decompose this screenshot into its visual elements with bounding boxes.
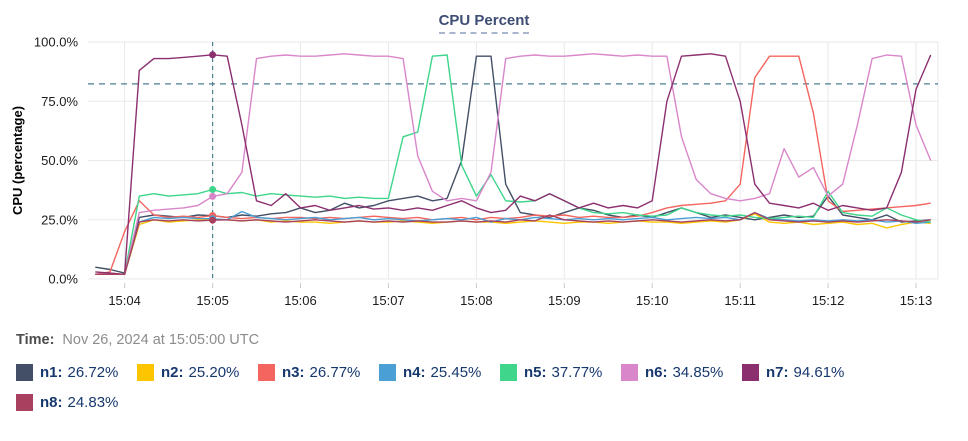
- y-tick-label: 25.0%: [41, 212, 78, 227]
- legend-series-name: n6:: [645, 364, 668, 381]
- legend-series-value: 37.77%: [551, 364, 603, 381]
- y-tick-label: 0.0%: [48, 272, 78, 287]
- chart-title-row: CPU Percent: [0, 0, 968, 34]
- chart-title[interactable]: CPU Percent: [438, 12, 530, 34]
- series-line-n2: [95, 213, 931, 276]
- chart-legend: n1: 26.72% n2: 25.20% n3: 26.77% n4: 25.45% n5: 3…: [16, 364, 968, 411]
- y-tick-label: 100.0%: [34, 35, 79, 50]
- time-value: Nov 26, 2024 at 15:05:00 UTC: [62, 332, 260, 348]
- series-line-n3: [95, 55, 931, 275]
- series-line-n6: [95, 53, 932, 276]
- series-line-n1: [95, 55, 931, 274]
- legend-item-n5[interactable]: n5: 37.77%: [500, 364, 621, 381]
- legend-swatch-n2: [137, 364, 154, 381]
- time-label: Time:: [16, 332, 55, 348]
- legend-series-value: 24.83%: [67, 394, 119, 411]
- cpu-percent-chart[interactable]: 100.0% 75.0% 50.0% 25.0% 0.0% 15:04 15:05 15:06…: [0, 34, 968, 314]
- y-tick-label: 50.0%: [41, 153, 78, 168]
- legend-series-value: 25.20%: [188, 364, 240, 381]
- legend-series-name: n1:: [40, 364, 63, 381]
- crosshair-marker-n5: [209, 186, 217, 193]
- legend-item-n1[interactable]: n1: 26.72%: [16, 364, 137, 381]
- x-tick-label: 15:06: [284, 293, 317, 308]
- time-row: Time: Nov 26, 2024 at 15:05:00 UTC: [16, 332, 968, 348]
- legend-swatch-n1: [16, 364, 33, 381]
- crosshair-marker-n8: [209, 216, 217, 224]
- x-tick-label: 15:04: [108, 293, 141, 308]
- legend-item-n4[interactable]: n4: 25.45%: [379, 364, 500, 381]
- x-tick-label: 15:08: [460, 293, 493, 308]
- legend-swatch-n7: [742, 364, 759, 381]
- legend-series-value: 26.72%: [67, 364, 119, 381]
- series-line-n5: [95, 54, 931, 276]
- legend-series-value: 26.77%: [309, 364, 361, 381]
- legend-item-n7[interactable]: n7: 94.61%: [742, 364, 863, 381]
- x-tick-label: 15:05: [196, 293, 229, 308]
- legend-series-name: n4:: [403, 364, 426, 381]
- series-line-n7: [95, 53, 932, 276]
- legend-swatch-n5: [500, 364, 517, 381]
- series-line-n4: [95, 210, 931, 276]
- legend-series-value: 34.85%: [672, 364, 724, 381]
- crosshair-marker-n7: [209, 51, 217, 59]
- legend-item-n2[interactable]: n2: 25.20%: [137, 364, 258, 381]
- crosshair-marker-n6: [209, 192, 217, 200]
- legend-series-name: n8:: [40, 394, 63, 411]
- x-tick-label: 15:09: [548, 293, 581, 308]
- legend-swatch-n4: [379, 364, 396, 381]
- legend-series-value: 94.61%: [793, 364, 845, 381]
- legend-series-name: n2:: [161, 364, 184, 381]
- legend-item-n3[interactable]: n3: 26.77%: [258, 364, 379, 381]
- legend-item-n6[interactable]: n6: 34.85%: [621, 364, 742, 381]
- legend-swatch-n8: [16, 394, 33, 411]
- legend-swatch-n3: [258, 364, 275, 381]
- x-tick-label: 15:10: [636, 293, 669, 308]
- legend-series-name: n7:: [766, 364, 789, 381]
- series-line-n8: [95, 211, 931, 276]
- y-axis-label: CPU (percentage): [10, 106, 25, 215]
- legend-series-name: n5:: [524, 364, 547, 381]
- legend-item-n8[interactable]: n8: 24.83%: [16, 394, 137, 411]
- x-tick-label: 15:07: [372, 293, 405, 308]
- legend-series-name: n3:: [282, 364, 305, 381]
- y-tick-label: 75.0%: [41, 94, 78, 109]
- x-tick-label: 15:13: [900, 293, 933, 308]
- x-tick-label: 15:12: [812, 293, 845, 308]
- legend-swatch-n6: [621, 364, 638, 381]
- legend-series-value: 25.45%: [430, 364, 482, 381]
- x-tick-label: 15:11: [724, 293, 756, 308]
